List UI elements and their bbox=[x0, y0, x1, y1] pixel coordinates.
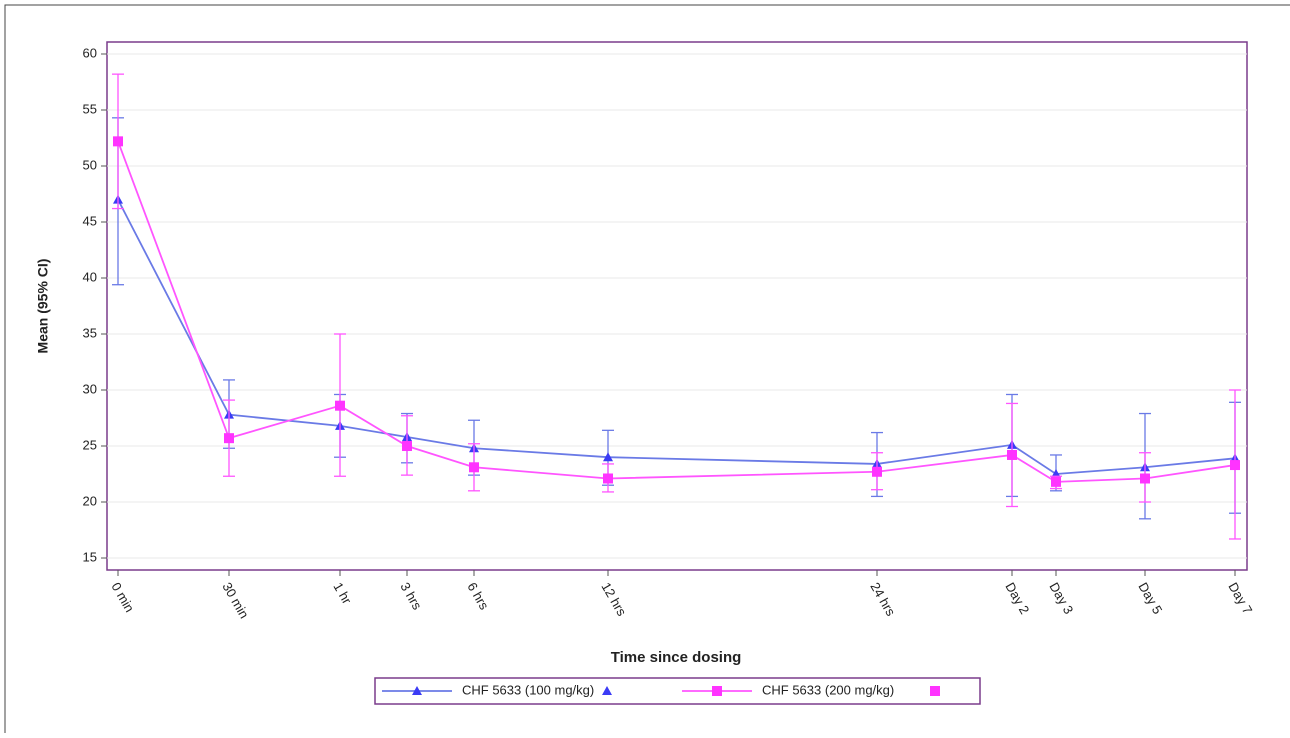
legend bbox=[374, 677, 981, 705]
y-tick-label: 40 bbox=[83, 269, 97, 284]
page-frame bbox=[4, 4, 1290, 738]
x-tick-label: 24 hrs bbox=[867, 580, 898, 619]
data-point bbox=[872, 466, 882, 477]
y-axis-label: Mean (95% CI) bbox=[35, 259, 51, 354]
x-tick-label: 30 min bbox=[219, 580, 252, 621]
data-point bbox=[113, 136, 123, 147]
data-point bbox=[1007, 449, 1017, 460]
x-axis-label: Time since dosing bbox=[611, 649, 742, 666]
legend-marker bbox=[712, 686, 722, 696]
data-point bbox=[224, 433, 234, 444]
x-tick-label: Day 2 bbox=[1002, 580, 1032, 617]
data-point bbox=[1230, 460, 1240, 471]
y-tick-label: 45 bbox=[83, 213, 97, 228]
legend-label: CHF 5633 (200 mg/kg) bbox=[762, 682, 894, 697]
y-tick-label: 20 bbox=[83, 493, 97, 508]
legend-marker bbox=[930, 686, 940, 696]
x-tick-label: Day 5 bbox=[1135, 580, 1165, 617]
y-tick-label: 60 bbox=[83, 45, 97, 60]
data-point bbox=[603, 473, 613, 484]
data-point bbox=[335, 400, 345, 411]
y-tick-label: 55 bbox=[83, 101, 97, 116]
y-tick-label: 15 bbox=[83, 549, 97, 564]
data-point bbox=[1140, 473, 1150, 484]
x-tick-label: 0 min bbox=[108, 580, 137, 615]
data-point bbox=[603, 452, 613, 462]
plot-frame bbox=[106, 41, 1248, 571]
x-tick-label: 6 hrs bbox=[464, 580, 492, 613]
legend-marker bbox=[602, 686, 612, 695]
legend-label: CHF 5633 (100 mg/kg) bbox=[462, 682, 594, 697]
y-tick-label: 35 bbox=[83, 325, 97, 340]
data-point bbox=[469, 462, 479, 473]
x-tick-label: Day 3 bbox=[1046, 580, 1076, 617]
x-tick-label: Day 7 bbox=[1225, 580, 1255, 617]
data-point bbox=[402, 441, 412, 452]
legend-marker bbox=[412, 686, 422, 695]
x-tick-label: 1 hr bbox=[330, 580, 355, 607]
y-tick-label: 25 bbox=[83, 437, 97, 452]
data-point bbox=[1051, 476, 1061, 487]
y-tick-label: 30 bbox=[83, 381, 97, 396]
y-tick-label: 50 bbox=[83, 157, 97, 172]
x-tick-label: 3 hrs bbox=[397, 580, 425, 613]
x-tick-label: 12 hrs bbox=[598, 580, 629, 619]
